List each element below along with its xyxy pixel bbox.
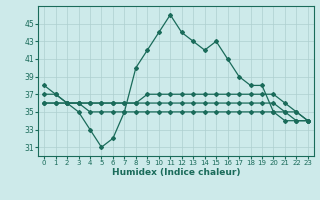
X-axis label: Humidex (Indice chaleur): Humidex (Indice chaleur)	[112, 168, 240, 177]
